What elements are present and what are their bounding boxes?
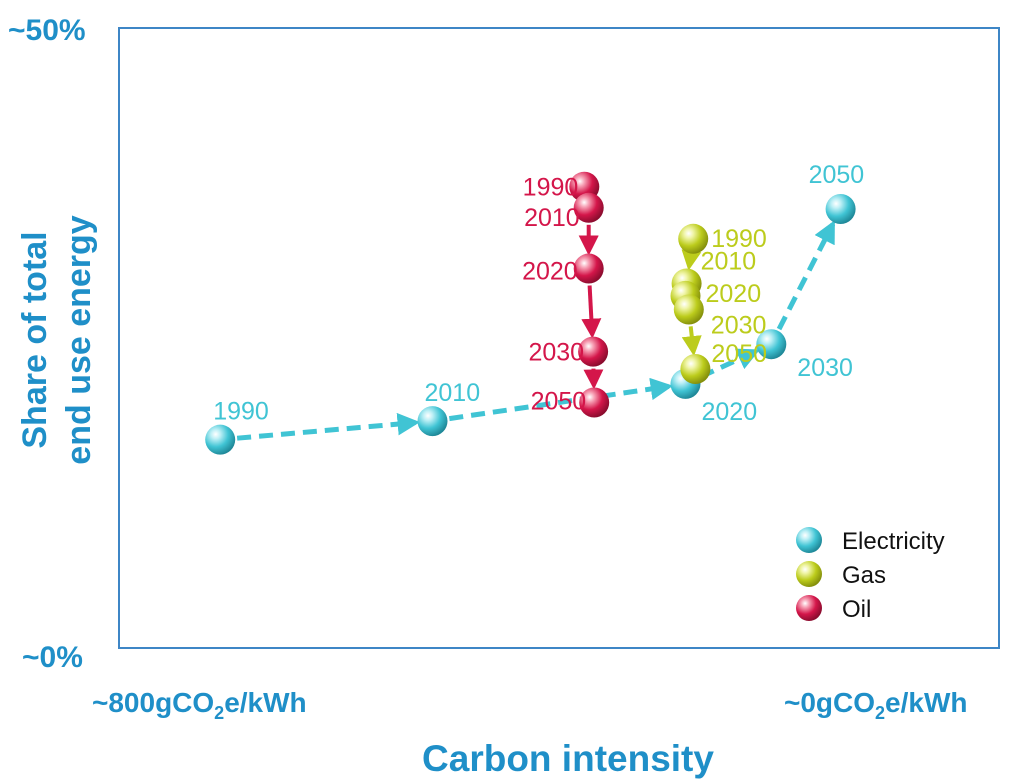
- series-layer: 1990201020202030205019902010202020302050…: [205, 161, 864, 455]
- oil-label-2020: 2020: [522, 258, 578, 286]
- gas-label-2010: 2010: [701, 247, 757, 275]
- y-axis-title-line1: Share of total: [16, 231, 54, 448]
- y-tick-bottom: ~0%: [22, 641, 83, 674]
- electricity-point-2030: [756, 329, 787, 360]
- legend-marker-electricity: [796, 527, 822, 553]
- plot-frame: [118, 27, 1000, 649]
- electricity-label-2050: 2050: [809, 161, 865, 189]
- electricity-point-2050: [825, 194, 856, 225]
- gas-point-2050: [680, 354, 711, 384]
- oil-point-2020: [573, 253, 604, 284]
- gas-point-1990: [678, 223, 709, 254]
- legend-label-oil: Oil: [842, 596, 871, 623]
- electricity-point-2010: [417, 406, 448, 437]
- electricity-label-2020: 2020: [702, 398, 758, 426]
- electricity-label-1990: 1990: [213, 398, 269, 426]
- y-axis-title-line2: end use energy: [60, 215, 98, 465]
- gas-arrow: [681, 249, 702, 271]
- x-tick-left: ~800gCO2e/kWh: [92, 687, 307, 723]
- electricity-arrow: [699, 348, 760, 380]
- oil-label-2010: 2010: [524, 204, 580, 232]
- oil-point-2030: [578, 336, 609, 367]
- electricity-arrow: [236, 412, 421, 441]
- legend-marker-oil: [796, 595, 822, 621]
- gas-label-2020: 2020: [706, 280, 762, 308]
- electricity-arrow: [776, 220, 836, 331]
- x-tick-right: ~0gCO2e/kWh: [784, 687, 968, 723]
- electricity-arrow: [448, 377, 674, 422]
- gas-label-1990: 1990: [711, 225, 767, 253]
- electricity-label-2010: 2010: [425, 379, 481, 407]
- oil-label-2050: 2050: [531, 387, 587, 415]
- oil-point-2010: [573, 192, 604, 223]
- oil-label-2030: 2030: [528, 339, 584, 367]
- oil-arrow: [581, 285, 602, 339]
- legend: Electricity Gas Oil: [796, 527, 945, 623]
- gas-label-2030: 2030: [711, 311, 767, 339]
- gas-arrow: [681, 326, 702, 357]
- oil-point-2050: [579, 387, 610, 418]
- x-axis-title: Carbon intensity: [422, 738, 714, 779]
- gas-point-2030: [673, 294, 704, 325]
- oil-label-1990: 1990: [523, 174, 579, 202]
- gas-label-2050: 2050: [711, 340, 767, 368]
- legend-marker-gas: [796, 561, 822, 587]
- legend-label-electricity: Electricity: [842, 528, 945, 555]
- legend-label-gas: Gas: [842, 562, 886, 589]
- electricity-label-2030: 2030: [797, 354, 853, 382]
- y-tick-top: ~50%: [8, 14, 86, 47]
- electricity-point-1990: [205, 424, 236, 455]
